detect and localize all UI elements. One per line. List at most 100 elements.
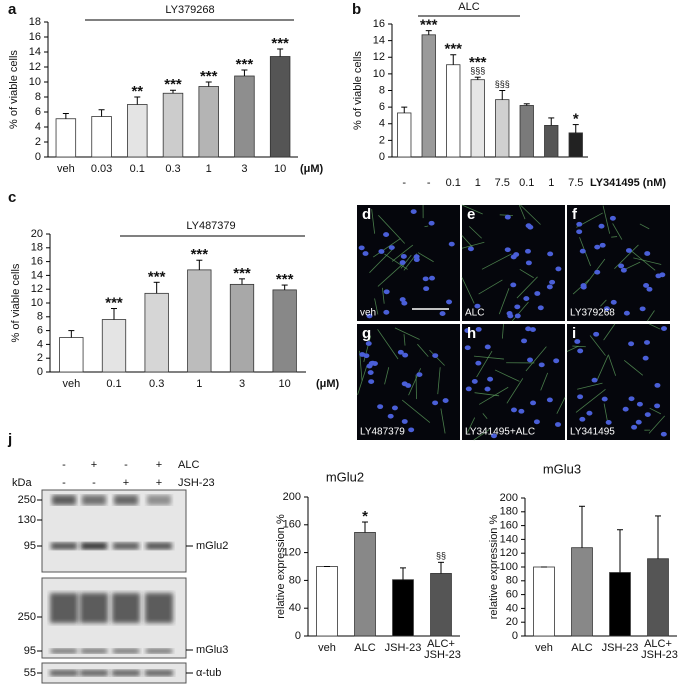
neurite xyxy=(566,345,579,352)
micrograph-label: ALC xyxy=(465,308,484,319)
neurite xyxy=(403,334,406,346)
nucleus xyxy=(401,381,408,387)
panel-label: c xyxy=(8,189,16,206)
nucleus xyxy=(514,304,521,310)
neurite xyxy=(384,253,408,270)
neurite xyxy=(424,225,429,228)
blot-band xyxy=(146,542,172,550)
nucleus xyxy=(391,405,398,411)
bar xyxy=(127,104,148,158)
neurite xyxy=(648,415,665,434)
nucleus xyxy=(378,249,385,254)
bar xyxy=(568,132,583,158)
nucleus xyxy=(413,257,420,263)
condition-name: ALC xyxy=(178,459,199,471)
neurite xyxy=(417,252,434,263)
nucleus xyxy=(579,248,586,254)
neurite xyxy=(377,263,404,287)
bar xyxy=(55,118,77,158)
neurite xyxy=(602,205,611,234)
nucleus xyxy=(358,245,365,251)
nucleus xyxy=(524,248,531,254)
nucleus xyxy=(401,419,408,424)
blot-band xyxy=(51,542,77,550)
y-tick-label: 2 xyxy=(379,134,385,146)
nucleus xyxy=(490,433,497,439)
nucleus xyxy=(529,327,536,332)
nucleus xyxy=(514,313,521,319)
blot-band xyxy=(81,648,107,654)
nucleus xyxy=(388,245,395,251)
x-tick-label: 1 xyxy=(475,177,481,189)
bar xyxy=(59,337,84,373)
x-tick-label: - xyxy=(427,177,431,189)
y-axis-label: % of viable cells xyxy=(352,51,364,130)
neurite xyxy=(647,310,655,322)
neurite xyxy=(417,343,429,357)
bracket-label: LY487379 xyxy=(186,220,235,232)
x-tick-label: JSH-23 xyxy=(602,642,639,654)
nucleus xyxy=(547,251,554,257)
nucleus xyxy=(487,376,494,382)
blot-band xyxy=(52,495,76,505)
unit-label: kDa xyxy=(12,477,32,489)
y-tick-label: 16 xyxy=(373,18,385,30)
neurite xyxy=(394,327,420,340)
blot-band xyxy=(112,670,140,676)
y-tick-label: 10 xyxy=(373,68,385,80)
significance-stars: *** xyxy=(420,17,438,34)
x-tick-label: - xyxy=(402,177,406,189)
nucleus xyxy=(591,377,598,383)
blot-band xyxy=(145,670,173,676)
significance-stars: *** xyxy=(271,35,289,52)
y-tick-label: 6 xyxy=(35,106,41,118)
nucleus xyxy=(628,341,635,347)
bar xyxy=(316,566,338,637)
nucleus xyxy=(363,353,370,359)
nucleus xyxy=(609,215,616,221)
nucleus xyxy=(643,283,650,288)
nucleus xyxy=(429,275,436,281)
y-tick-label: 8 xyxy=(35,91,41,103)
blot-band xyxy=(50,593,78,623)
y-axis-label: relative expression % xyxy=(488,515,500,620)
micrograph-label: LY341495 xyxy=(570,427,615,438)
neurite xyxy=(589,335,606,356)
x-tick-label: 0.3 xyxy=(165,163,180,175)
blot-band xyxy=(80,593,108,623)
y-tick-label: 0 xyxy=(512,630,518,642)
blot-band xyxy=(113,542,139,550)
nucleus xyxy=(555,266,562,272)
bar xyxy=(354,532,376,637)
nucleus xyxy=(474,303,481,309)
bar xyxy=(198,86,219,158)
blot-band xyxy=(112,593,140,623)
neurite xyxy=(520,204,541,225)
marker-label: 130 xyxy=(18,514,36,526)
bar xyxy=(101,319,127,373)
y-axis-label: % of viable cells xyxy=(10,263,22,342)
nucleus xyxy=(654,403,661,409)
nucleus xyxy=(428,220,435,226)
nucleus xyxy=(400,254,407,259)
nucleus xyxy=(554,422,561,427)
y-tick-label: 120 xyxy=(500,547,518,559)
neurite xyxy=(369,246,395,273)
micrograph-letter: e xyxy=(467,206,475,223)
x-tick-label: ALC+ JSH-23 xyxy=(421,638,461,661)
neurite xyxy=(437,367,441,395)
micrograph xyxy=(357,205,460,321)
nucleus xyxy=(576,221,583,227)
y-tick-label: 160 xyxy=(500,520,518,532)
x-tick-label: ALC xyxy=(354,642,375,654)
y-tick-label: 12 xyxy=(31,283,43,295)
neurite xyxy=(461,204,483,215)
blot-band xyxy=(81,542,107,550)
x-tick-label: 7.5 xyxy=(568,177,583,189)
x-tick-label-line: JSH-23 xyxy=(638,649,678,661)
nucleus xyxy=(510,254,517,260)
nucleus xyxy=(446,299,453,305)
blot-name: mGlu2 xyxy=(196,540,228,552)
nucleus xyxy=(408,427,415,433)
significance-stars: *** xyxy=(276,271,294,288)
